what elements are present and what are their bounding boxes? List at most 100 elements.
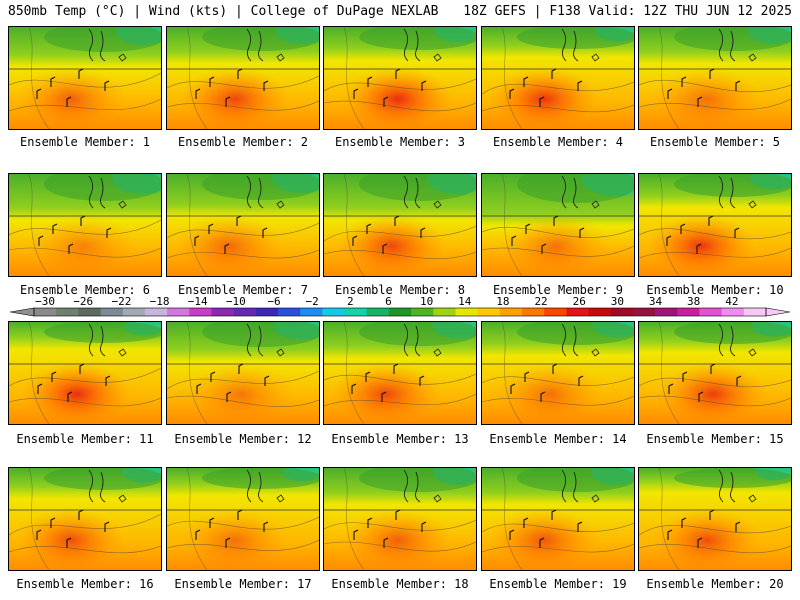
ensemble-member-map [638, 321, 792, 425]
colorbar-tick-label: −14 [187, 295, 208, 308]
temperature-map [9, 27, 161, 129]
colorbar-tick-label: −10 [225, 295, 246, 308]
member-caption: Ensemble Member: 10 [646, 283, 784, 297]
member-caption: Ensemble Member: 11 [16, 432, 154, 446]
colorbar-swatch [544, 308, 567, 316]
member-caption: Ensemble Member: 9 [492, 283, 624, 297]
colorbar-tick-label: 18 [496, 295, 510, 308]
colorbar-swatch [144, 308, 168, 316]
member-caption: Ensemble Member: 20 [646, 577, 784, 591]
colorbar-tick-label: 34 [648, 295, 663, 308]
member-caption: Ensemble Member: 17 [174, 577, 312, 591]
colorbar-swatch [167, 308, 190, 316]
temperature-map [324, 468, 476, 570]
temperature-map [639, 468, 791, 570]
colorbar-swatch [211, 308, 235, 316]
ensemble-member-map [638, 467, 792, 571]
temperature-map [639, 174, 791, 276]
colorbar-tick-label: 14 [458, 295, 472, 308]
colorbar-tick-label: 22 [534, 295, 548, 308]
ensemble-member-map [8, 26, 162, 130]
member-caption: Ensemble Member: 1 [19, 135, 151, 149]
colorbar-tick-label: −2 [305, 295, 319, 308]
colorbar-tick-label: −22 [111, 295, 132, 308]
colorbar-labels: −30 −26 −22 −18 −14 −10 −6 −2 2 6 10 14 18 22 26 30 34 38… [8, 296, 792, 307]
temperature-map [639, 27, 791, 129]
ensemble-member-map [323, 321, 477, 425]
colorbar-swatch [388, 308, 412, 316]
temperature-map [482, 322, 634, 424]
ensemble-member-map [323, 26, 477, 130]
member-caption: Ensemble Member: 7 [177, 283, 309, 297]
temperature-map [482, 468, 634, 570]
colorbar-swatch [366, 308, 390, 316]
member-caption: Ensemble Member: 14 [489, 432, 627, 446]
colorbar-tick-label: −18 [149, 295, 170, 308]
colorbar-swatch [300, 308, 323, 316]
colorbar-swatch [455, 308, 479, 316]
member-caption: Ensemble Member: 18 [331, 577, 469, 591]
colorbar-tick-label: 2 [347, 295, 354, 308]
colorbar-swatch [433, 308, 456, 316]
temperature-map [167, 27, 319, 129]
member-caption: Ensemble Member: 5 [649, 135, 781, 149]
valid-time-label: 18Z GEFS | F138 Valid: 12Z THU JUN 12 20… [463, 4, 792, 19]
ensemble-member-map [166, 173, 320, 277]
member-caption: Ensemble Member: 15 [646, 432, 784, 446]
temperature-map [324, 322, 476, 424]
ensemble-member-map [166, 321, 320, 425]
colorbar-max-arrow [765, 307, 791, 317]
colorbar-swatch [411, 308, 434, 316]
temperature-map [9, 468, 161, 570]
ensemble-member-map [166, 26, 320, 130]
member-caption: Ensemble Member: 8 [334, 283, 466, 297]
page-title: 850mb Temp (°C) | Wind (kts) | College o… [8, 4, 439, 19]
member-caption: Ensemble Member: 12 [174, 432, 312, 446]
colorbar-swatch [632, 308, 656, 316]
colorbar-swatch [189, 308, 212, 316]
colorbar-tick-label: 10 [419, 295, 434, 308]
colorbar-swatch [78, 308, 102, 316]
temperature-map [324, 27, 476, 129]
member-caption: Ensemble Member: 4 [492, 135, 624, 149]
colorbar-swatch [566, 308, 590, 316]
temperature-map [482, 27, 634, 129]
member-caption: Ensemble Member: 19 [489, 577, 627, 591]
colorbar-tick-label: −26 [73, 295, 94, 308]
colorbar-tick-label: −6 [267, 295, 281, 308]
colorbar-swatch [522, 308, 545, 316]
ensemble-member-map [638, 26, 792, 130]
member-caption: Ensemble Member: 6 [19, 283, 151, 297]
colorbar-tick-label: 6 [385, 295, 392, 308]
temperature-map [324, 174, 476, 276]
colorbar-tick-label: 26 [572, 295, 586, 308]
ensemble-member-map [8, 321, 162, 425]
colorbar-swatch [233, 308, 257, 316]
temperature-map [167, 468, 319, 570]
ensemble-member-map [481, 26, 635, 130]
ensemble-member-map [481, 321, 635, 425]
colorbar-swatch [499, 308, 523, 316]
temperature-map [167, 322, 319, 424]
colorbar-swatch [255, 308, 279, 316]
colorbar-tick-label: 38 [687, 295, 701, 308]
colorbar-tick-label: −30 [35, 295, 56, 308]
colorbar-swatch [677, 308, 700, 316]
temperature-map [639, 322, 791, 424]
colorbar-swatch [477, 308, 501, 316]
temperature-map [9, 174, 161, 276]
colorbar-swatch [34, 308, 57, 316]
ensemble-member-map [323, 173, 477, 277]
colorbar-tick-label: 42 [725, 295, 739, 308]
colorbar-swatch [322, 308, 346, 316]
ensemble-member-map [166, 467, 320, 571]
member-caption: Ensemble Member: 13 [331, 432, 469, 446]
temperature-map [482, 174, 634, 276]
colorbar-swatch [56, 308, 79, 316]
ensemble-member-map [323, 467, 477, 571]
ensemble-member-map [8, 467, 162, 571]
colorbar-swatch [100, 308, 124, 316]
colorbar-swatch [588, 308, 612, 316]
temperature-map [167, 174, 319, 276]
colorbar-swatch [743, 308, 767, 316]
